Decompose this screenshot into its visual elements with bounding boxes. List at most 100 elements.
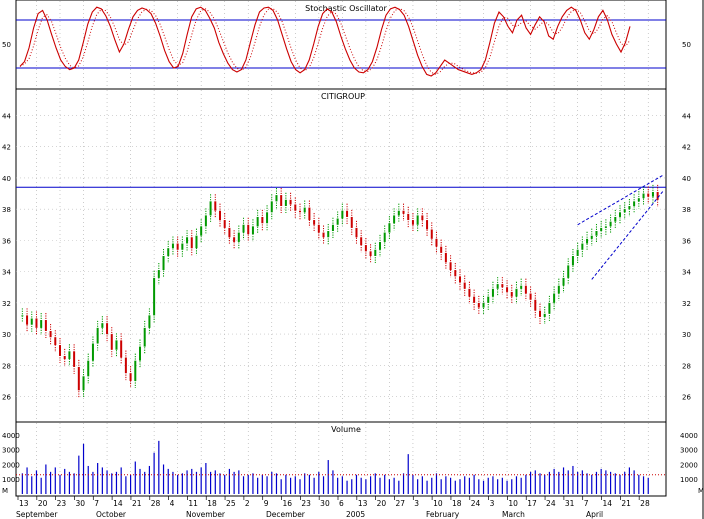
price-bar-body <box>449 262 452 271</box>
volume-title: Volume <box>331 425 361 434</box>
volume-panel: Volume 1000 1000 2000 2000 3000 3000 4000 4000 M M <box>2 421 704 497</box>
panel-frame <box>15 421 667 497</box>
price-bar-body <box>411 220 414 225</box>
price-bar-body <box>369 251 372 256</box>
price-bar-body <box>468 288 471 297</box>
price-bar-body <box>477 302 480 308</box>
price-bar-body <box>209 201 212 216</box>
price-y-tick-left: 40 <box>2 175 11 183</box>
price-bar-body <box>402 210 405 214</box>
x-day-tick: 13 <box>358 499 368 508</box>
price-bar-body <box>623 209 626 213</box>
x-day-tick: 27 <box>395 499 405 508</box>
x-month-label: February <box>426 510 460 519</box>
price-bar-body <box>397 210 400 216</box>
volume-y-tick-left: 4000 <box>2 432 20 440</box>
price-bar-body <box>336 218 339 225</box>
price-bar-body <box>491 288 494 297</box>
price-bar-body <box>416 215 419 225</box>
price-bar-body <box>110 334 113 350</box>
x-day-tick: 28 <box>640 499 650 508</box>
price-bar-body <box>388 223 391 233</box>
price-bar-body <box>167 248 170 256</box>
price-bar-body <box>181 243 184 250</box>
price-bar-body <box>571 256 574 266</box>
price-y-tick-right: 40 <box>682 175 691 183</box>
price-bar-body <box>637 198 640 202</box>
price-bar-body <box>77 366 80 391</box>
x-day-tick: 20 <box>377 499 387 508</box>
price-bar-body <box>440 246 443 253</box>
price-y-tick-right: 28 <box>682 362 691 370</box>
x-day-tick: 16 <box>283 499 293 508</box>
price-bar-body <box>459 276 461 283</box>
price-bar-body <box>35 318 38 328</box>
price-bar-body <box>317 224 320 233</box>
price-bar-body <box>87 360 90 377</box>
price-bar-body <box>115 340 118 350</box>
x-month-label: December <box>266 510 306 519</box>
price-bar-body <box>524 285 527 294</box>
price-bar-body <box>383 232 386 242</box>
price-bar-body <box>374 249 377 256</box>
price-y-tick-right: 34 <box>682 269 691 277</box>
price-bar-body <box>21 315 24 317</box>
x-month-label: April <box>586 510 603 519</box>
price-bar-body <box>299 210 301 213</box>
price-bar-body <box>106 323 109 335</box>
price-y-tick-right: 26 <box>682 394 691 402</box>
price-bar-body <box>543 313 546 317</box>
x-day-tick: 28 <box>151 499 161 508</box>
price-bar-body <box>59 345 61 356</box>
price-bar-body <box>139 346 141 361</box>
price-y-tick-left: 34 <box>2 269 11 277</box>
price-bar-body <box>553 293 556 303</box>
price-bar-body <box>195 235 198 249</box>
price-bar-body <box>600 227 603 232</box>
price-bar-body <box>200 226 203 236</box>
x-day-tick: 7 <box>584 499 589 508</box>
x-day-tick: 31 <box>565 499 575 508</box>
x-day-tick: 21 <box>132 499 142 508</box>
price-bar-body <box>214 201 217 211</box>
price-bar-body <box>656 191 659 200</box>
x-month-label: October <box>96 510 127 519</box>
price-bar-body <box>604 226 607 228</box>
price-bar-body <box>171 243 174 249</box>
x-day-tick: 30 <box>320 499 330 508</box>
x-day-tick: 6 <box>339 499 344 508</box>
x-day-tick: 3 <box>490 499 495 508</box>
price-bar-body <box>346 210 349 217</box>
price-bar-body <box>364 245 367 252</box>
price-bar-body <box>487 296 490 303</box>
price-bar-body <box>143 327 146 347</box>
x-day-tick: 9 <box>264 499 269 508</box>
price-bar-body <box>233 237 236 242</box>
stochastic-panel: Stochastic Oscillator 50 50 <box>2 0 691 90</box>
price-y-tick-left: 26 <box>2 394 11 402</box>
price-bar-body <box>129 373 132 381</box>
price-bar-body <box>506 287 509 292</box>
price-bar-body <box>379 241 381 250</box>
price-bar-body <box>360 237 363 246</box>
x-day-tick: 24 <box>546 499 556 508</box>
price-bar-body <box>26 315 29 325</box>
x-day-tick: 4 <box>170 499 175 508</box>
price-bar-body <box>609 221 612 227</box>
price-bar-body <box>529 293 532 300</box>
price-bar-body <box>501 284 504 288</box>
price-bar-body <box>73 351 76 367</box>
price-bar-body <box>186 237 189 244</box>
price-bar-body <box>134 360 137 381</box>
price-bar-body <box>289 199 292 205</box>
x-day-tick: 14 <box>113 499 123 508</box>
price-bar-body <box>275 195 278 202</box>
price-y-tick-right: 30 <box>682 331 691 339</box>
price-bar-body <box>539 310 541 317</box>
price-bar-body <box>454 270 457 277</box>
price-bar-body <box>473 296 476 303</box>
price-bar-body <box>153 277 156 316</box>
price-bar-body <box>520 285 523 289</box>
x-day-tick: 18 <box>207 499 217 508</box>
